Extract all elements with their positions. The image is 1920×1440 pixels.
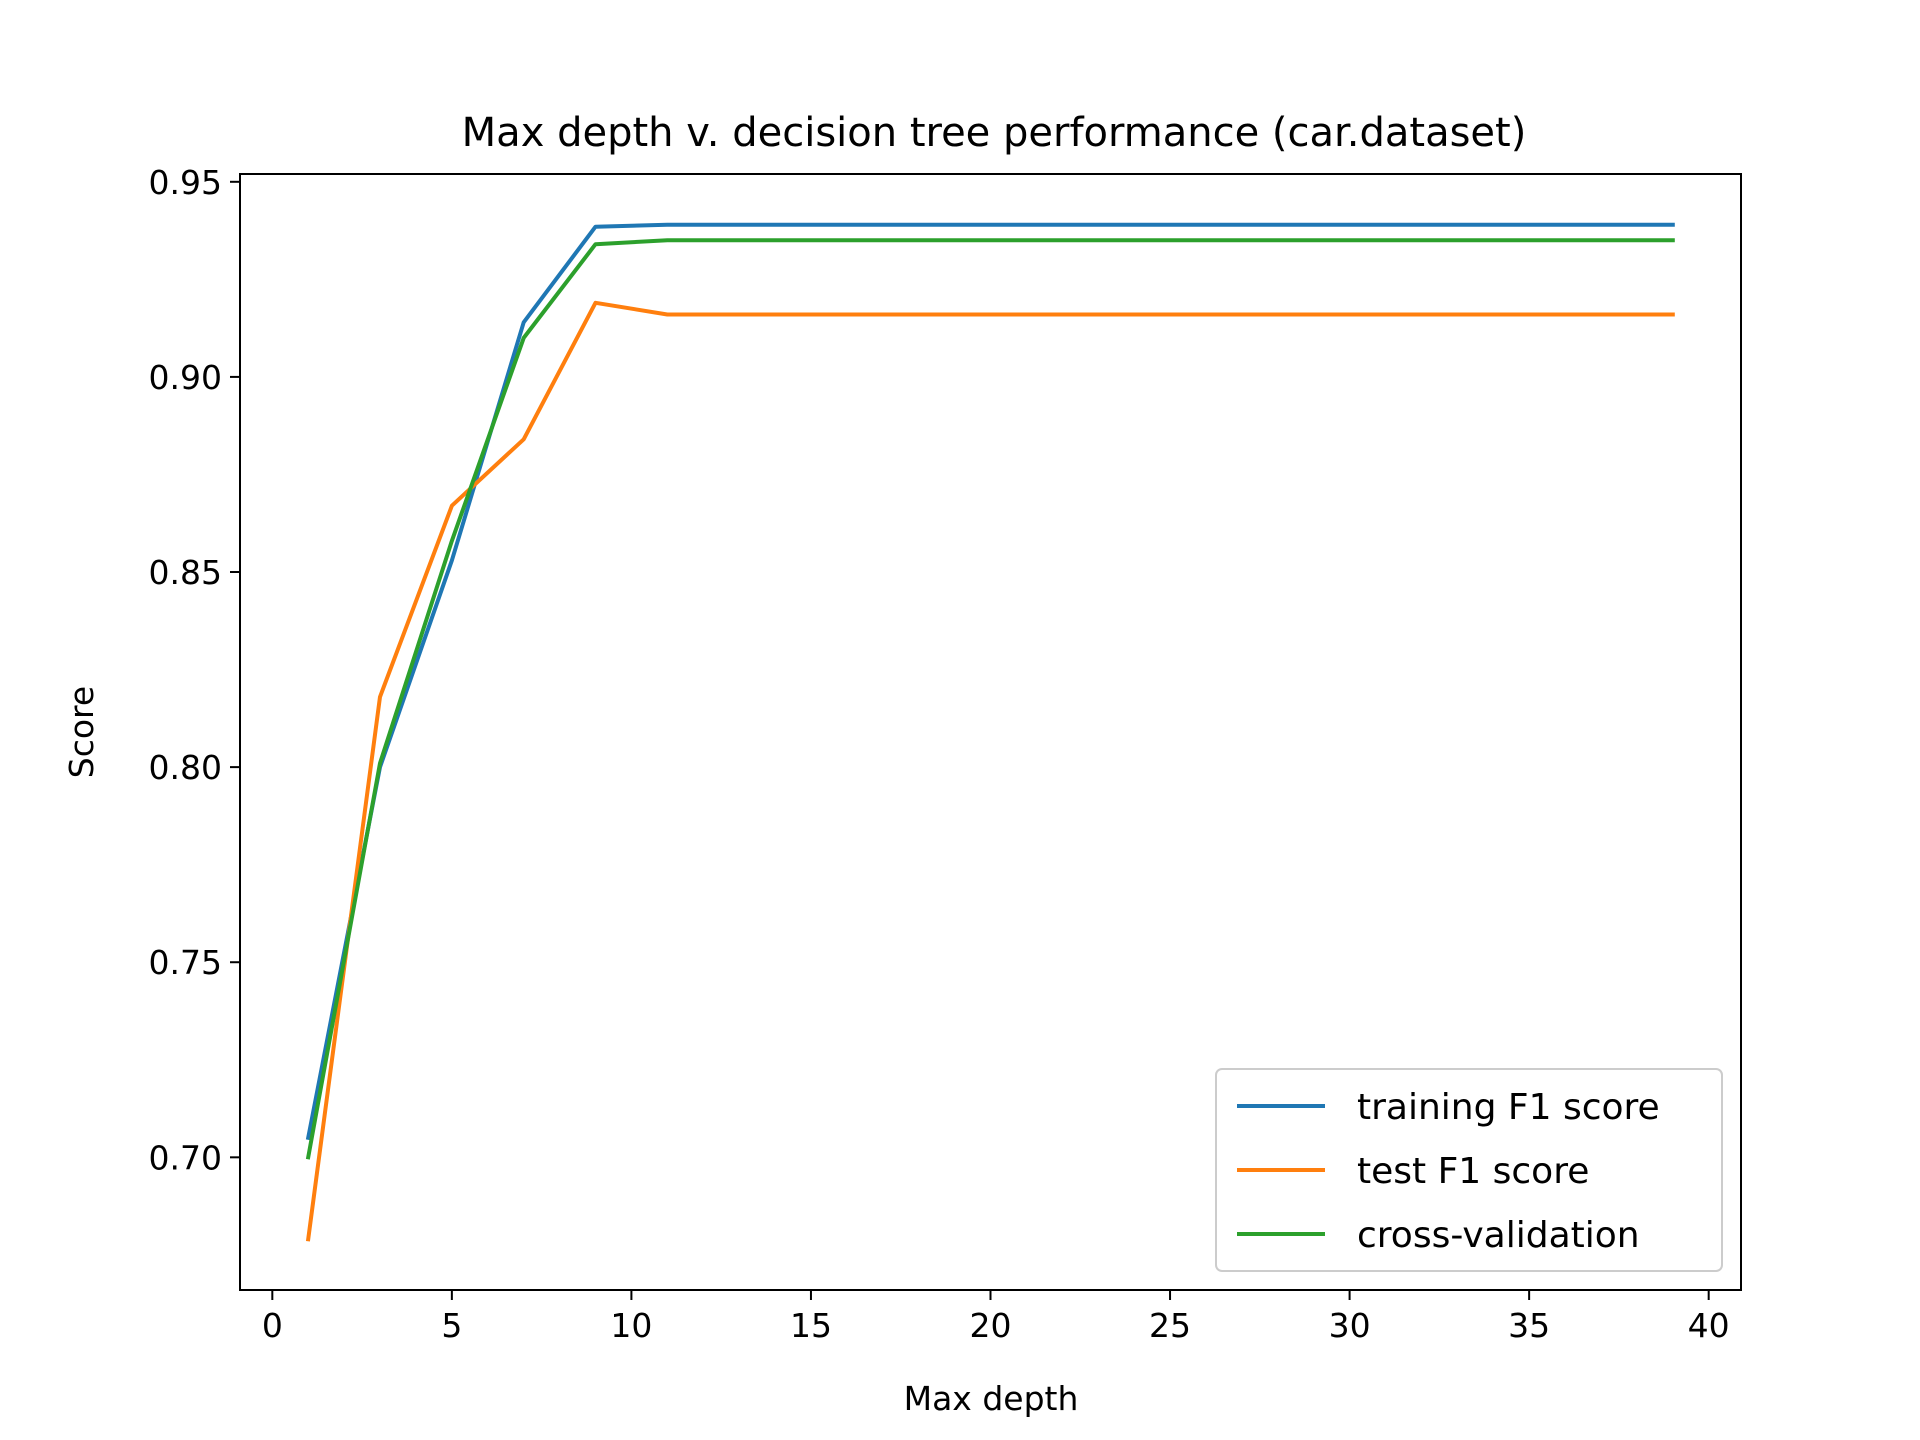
- y-tick-label: 0.80: [149, 748, 222, 787]
- x-tick-label: 35: [1508, 1306, 1550, 1345]
- series-line-2: [305, 238, 1675, 1160]
- y-axis: 0.70 0.75 0.80 0.85 0.90 0.95: [149, 163, 240, 1177]
- series-line-0: [305, 222, 1675, 1141]
- legend-label-2: cross-validation: [1357, 1215, 1640, 1256]
- legend-box: [1215, 1068, 1723, 1272]
- x-tick-label: 25: [1149, 1306, 1191, 1345]
- y-tick-label: 0.75: [149, 943, 222, 982]
- legend-label-0: training F1 score: [1357, 1087, 1660, 1128]
- chart-title: Max depth v. decision tree performance (…: [462, 110, 1527, 156]
- series-layer: [305, 222, 1675, 1242]
- x-axis: 0 5 10 15 20 25 30 35 40: [262, 1290, 1730, 1345]
- x-tick-label: 15: [790, 1306, 832, 1345]
- legend-label-1: test F1 score: [1357, 1151, 1589, 1192]
- x-tick-label: 40: [1688, 1306, 1730, 1345]
- x-tick-label: 30: [1329, 1306, 1371, 1345]
- x-tick-label: 5: [441, 1306, 462, 1345]
- y-tick-label: 0.95: [149, 163, 222, 202]
- legend: training F1 score test F1 score cross-vali…: [1215, 1068, 1723, 1272]
- x-tick-label: 0: [262, 1306, 283, 1345]
- x-axis-label: Max depth: [904, 1379, 1079, 1418]
- x-tick-label: 20: [970, 1306, 1012, 1345]
- x-tick-label: 10: [610, 1306, 652, 1345]
- y-tick-label: 0.85: [149, 553, 222, 592]
- series-line-1: [305, 300, 1675, 1242]
- y-tick-label: 0.90: [149, 358, 222, 397]
- y-axis-label: Score: [62, 686, 101, 778]
- y-tick-label: 0.70: [149, 1138, 222, 1177]
